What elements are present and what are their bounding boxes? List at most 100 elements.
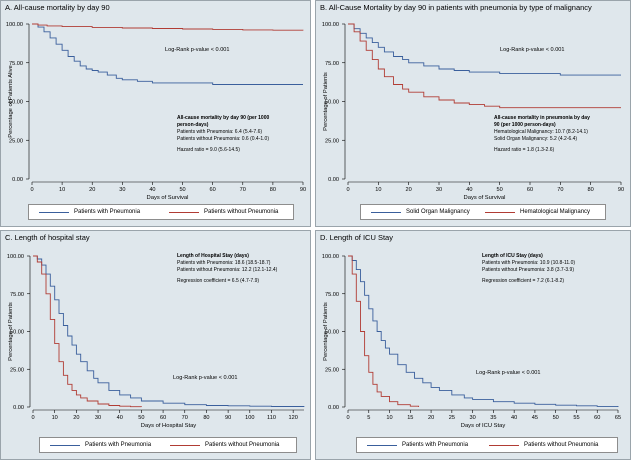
panel-b-y-tick-label: 25.00 — [325, 138, 339, 144]
panel-d-y-tick-label: 0.00 — [328, 405, 339, 411]
panel-c-legend-swatch-1 — [50, 444, 80, 446]
panel-a-x-tick-label: 70 — [240, 187, 246, 193]
panel-b-x-axis-label: Days of Survival — [464, 195, 506, 201]
panel-a-y-tick-label: 0.00 — [12, 177, 23, 183]
panel-d-axes: 0 5 10 15 20 25 30 35 40 45 50 55 60 65 0.00 25.00 50.00… — [322, 254, 621, 429]
panel-a-y-axis-label: Percentage of Patients Alive — [8, 65, 14, 138]
panel-a-annotation-line2: Patients without Pneumonia: 0.6 (0.4-1.0… — [177, 136, 269, 142]
panel-c-axes: 0 10 20 30 40 50 60 70 80 90 100 110 120 0.00 25.00 50.… — [7, 254, 304, 429]
panel-d-plot: 0 5 10 15 20 25 30 35 40 45 50 55 60 65 0.00 25.00 50.00… — [322, 254, 621, 429]
panel-c-x-tick-label: 90 — [225, 415, 231, 421]
panel-d-x-axis-label: Days of ICU Stay — [461, 423, 506, 429]
panel-d-x-tick-label: 25 — [449, 415, 455, 421]
panel-b-series-2-line — [348, 23, 621, 109]
panel-c-x-tick-label: 50 — [138, 415, 144, 421]
panel-b-annotation-line2: Solid Organ Malignancy: 5.2 (4.2-6.4) — [494, 136, 578, 142]
panel-c-plot: 0 10 20 30 40 50 60 70 80 90 100 110 120 0.00 25.00 50.… — [7, 254, 305, 429]
panel-d-x-tick-label: 5 — [367, 415, 370, 421]
panel-c-y-tick-label: 75.00 — [10, 292, 24, 298]
panel-c-x-tick-label: 100 — [245, 415, 254, 421]
panel-a-annotation-heading1: All-cause mortality by day 90 (per 1000 — [177, 115, 270, 121]
panel-d-y-tick-label: 50.00 — [325, 330, 339, 336]
panel-a-x-tick-label: 10 — [59, 187, 65, 193]
panel-c-x-tick-label: 0 — [31, 415, 34, 421]
panel-d-x-tick-label: 55 — [573, 415, 579, 421]
panel-d: D. Length of ICU Stay 0 5 10 15 20 25 30 35 40 45… — [315, 230, 631, 460]
panel-a-y-tick-label: 25.00 — [9, 138, 23, 144]
panel-a-x-tick-label: 30 — [119, 187, 125, 193]
panel-b-annotation-heading1: All-cause mortality in pneumonia by day — [494, 115, 590, 121]
panel-b-legend-swatch-1 — [371, 211, 401, 213]
panel-b-annotation-line3: Hazard ratio = 1.8 (1.3-2.6) — [494, 147, 555, 153]
panel-b-pvalue: Log-Rank p-value < 0.001 — [500, 47, 565, 53]
panel-a-legend-swatch-2 — [169, 211, 199, 213]
panel-a: A. All-cause mortality by day 90 0 10 20 30… — [0, 0, 311, 227]
panel-c-x-tick-label: 40 — [117, 415, 123, 421]
panel-a-x-tick-label: 0 — [30, 187, 33, 193]
panel-a-x-tick-label: 20 — [89, 187, 95, 193]
panel-a-x-tick-label: 90 — [300, 187, 306, 193]
panel-c-legend-label-2: Patients without Pneumonia — [205, 442, 280, 448]
panel-a-annotation-line3: Hazard ratio = 9.0 (5.6-14.5) — [177, 147, 240, 153]
panel-c: C. Length of hospital stay 0 10 20 30 40 50 60… — [0, 230, 311, 460]
panel-b-x-tick-label: 30 — [436, 187, 442, 193]
panel-a-axes: 0 10 20 30 40 50 60 70 80 90 0.00 25.00 50.00 75.00 10… — [6, 22, 306, 201]
panel-d-series-1-line — [348, 255, 619, 407]
panel-b-x-tick-label: 80 — [588, 187, 594, 193]
panel-a-x-tick-label: 80 — [270, 187, 276, 193]
panel-d-legend-label-2: Patients without Pneumonia — [524, 442, 599, 448]
panel-b: B. All-Cause Mortality by day 90 in pati… — [315, 0, 631, 227]
panel-a-x-tick-label: 60 — [210, 187, 216, 193]
panel-d-pvalue: Log-Rank p-value < 0.001 — [476, 370, 541, 376]
panel-b-x-tick-label: 0 — [346, 187, 349, 193]
panel-c-legend-label-1: Patients with Pneumonia — [85, 442, 152, 448]
panel-b-title: B. All-Cause Mortality by day 90 in pati… — [320, 3, 592, 12]
panel-d-y-tick-label: 100.00 — [322, 254, 339, 260]
panel-b-annotation: All-cause mortality in pneumonia by day … — [494, 115, 590, 154]
panel-a-plot: 0 10 20 30 40 50 60 70 80 90 0.00 25.00 50.00 75.00 10… — [6, 22, 306, 201]
panel-b-x-tick-label: 90 — [618, 187, 624, 193]
panel-b-x-tick-label: 10 — [375, 187, 381, 193]
panel-b-x-tick-label: 60 — [527, 187, 533, 193]
panel-b-annotation-heading2: 90 (per 1000 person-days) — [494, 122, 556, 128]
panel-d-x-tick-label: 40 — [511, 415, 517, 421]
panel-a-legend: Patients with Pneumonia Patients without… — [28, 204, 294, 220]
panel-c-series-2-line — [33, 255, 142, 408]
panel-c-y-tick-label: 25.00 — [10, 367, 24, 373]
panel-a-y-tick-label: 50.00 — [9, 100, 23, 106]
panel-b-x-tick-label: 50 — [497, 187, 503, 193]
panel-c-y-axis-label: Percentage of Patients — [8, 302, 14, 361]
panel-d-legend: Patients with Pneumonia Patients without… — [356, 437, 618, 453]
panel-d-x-tick-label: 0 — [346, 415, 349, 421]
panel-d-series-2-line — [348, 255, 420, 407]
panel-d-x-tick-label: 35 — [490, 415, 496, 421]
panel-c-y-tick-label: 50.00 — [10, 330, 24, 336]
panel-c-legend-item-1: Patients with Pneumonia — [50, 442, 151, 448]
panel-d-annotation-line2: Patients without Pneumonia: 3.8 (3.7-3.9… — [482, 267, 574, 273]
panel-b-legend-item-2: Hematological Malignancy — [485, 209, 590, 215]
panel-b-annotation-line1: Hematological Malignancy: 10.7 (8.2-14.1… — [494, 129, 588, 135]
panel-b-legend-label-2: Hematological Malignancy — [520, 209, 591, 215]
panel-b-x-tick-label: 20 — [406, 187, 412, 193]
panel-d-legend-label-1: Patients with Pneumonia — [402, 442, 469, 448]
panel-d-title: D. Length of ICU Stay — [320, 233, 393, 242]
panel-d-x-tick-label: 45 — [532, 415, 538, 421]
panel-a-x-axis-label: Days of Survival — [147, 195, 189, 201]
panel-b-y-tick-label: 50.00 — [325, 100, 339, 106]
panel-b-legend-label-1: Solid Organ Malignancy — [406, 209, 470, 215]
panel-a-y-tick-label: 100.00 — [6, 22, 23, 28]
panel-c-series-1-line — [33, 255, 305, 407]
panel-b-axes: 0 10 20 30 40 50 60 70 80 90 0.00 25.00 50.00 75.00 10… — [322, 22, 624, 201]
panel-d-x-tick-label: 10 — [386, 415, 392, 421]
panel-a-legend-item-1: Patients with Pneumonia — [39, 209, 140, 215]
panel-b-plot: 0 10 20 30 40 50 60 70 80 90 0.00 25.00 50.00 75.00 10… — [322, 22, 624, 201]
panel-a-x-tick-label: 50 — [179, 187, 185, 193]
panel-d-x-tick-label: 30 — [469, 415, 475, 421]
panel-d-annotation: Length of ICU Stay (days) Patients with … — [482, 253, 575, 285]
panel-d-annotation-heading1: Length of ICU Stay (days) — [482, 253, 543, 259]
panel-b-legend-item-1: Solid Organ Malignancy — [371, 209, 470, 215]
panel-d-x-tick-label: 60 — [594, 415, 600, 421]
panel-b-legend-swatch-2 — [485, 211, 515, 213]
panel-a-legend-label-1: Patients with Pneumonia — [74, 209, 141, 215]
